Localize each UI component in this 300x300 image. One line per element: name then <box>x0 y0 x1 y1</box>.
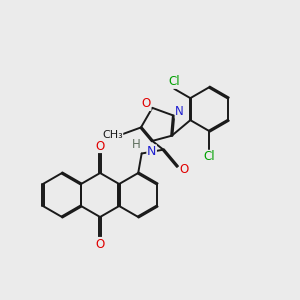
Text: N: N <box>147 145 156 158</box>
Text: N: N <box>175 105 184 118</box>
Text: CH₃: CH₃ <box>102 130 123 140</box>
Text: O: O <box>95 140 105 152</box>
Text: O: O <box>95 238 105 250</box>
Text: Cl: Cl <box>168 75 180 88</box>
Text: H: H <box>132 138 141 151</box>
Text: O: O <box>142 97 151 110</box>
Text: O: O <box>180 163 189 176</box>
Text: Cl: Cl <box>204 150 215 163</box>
